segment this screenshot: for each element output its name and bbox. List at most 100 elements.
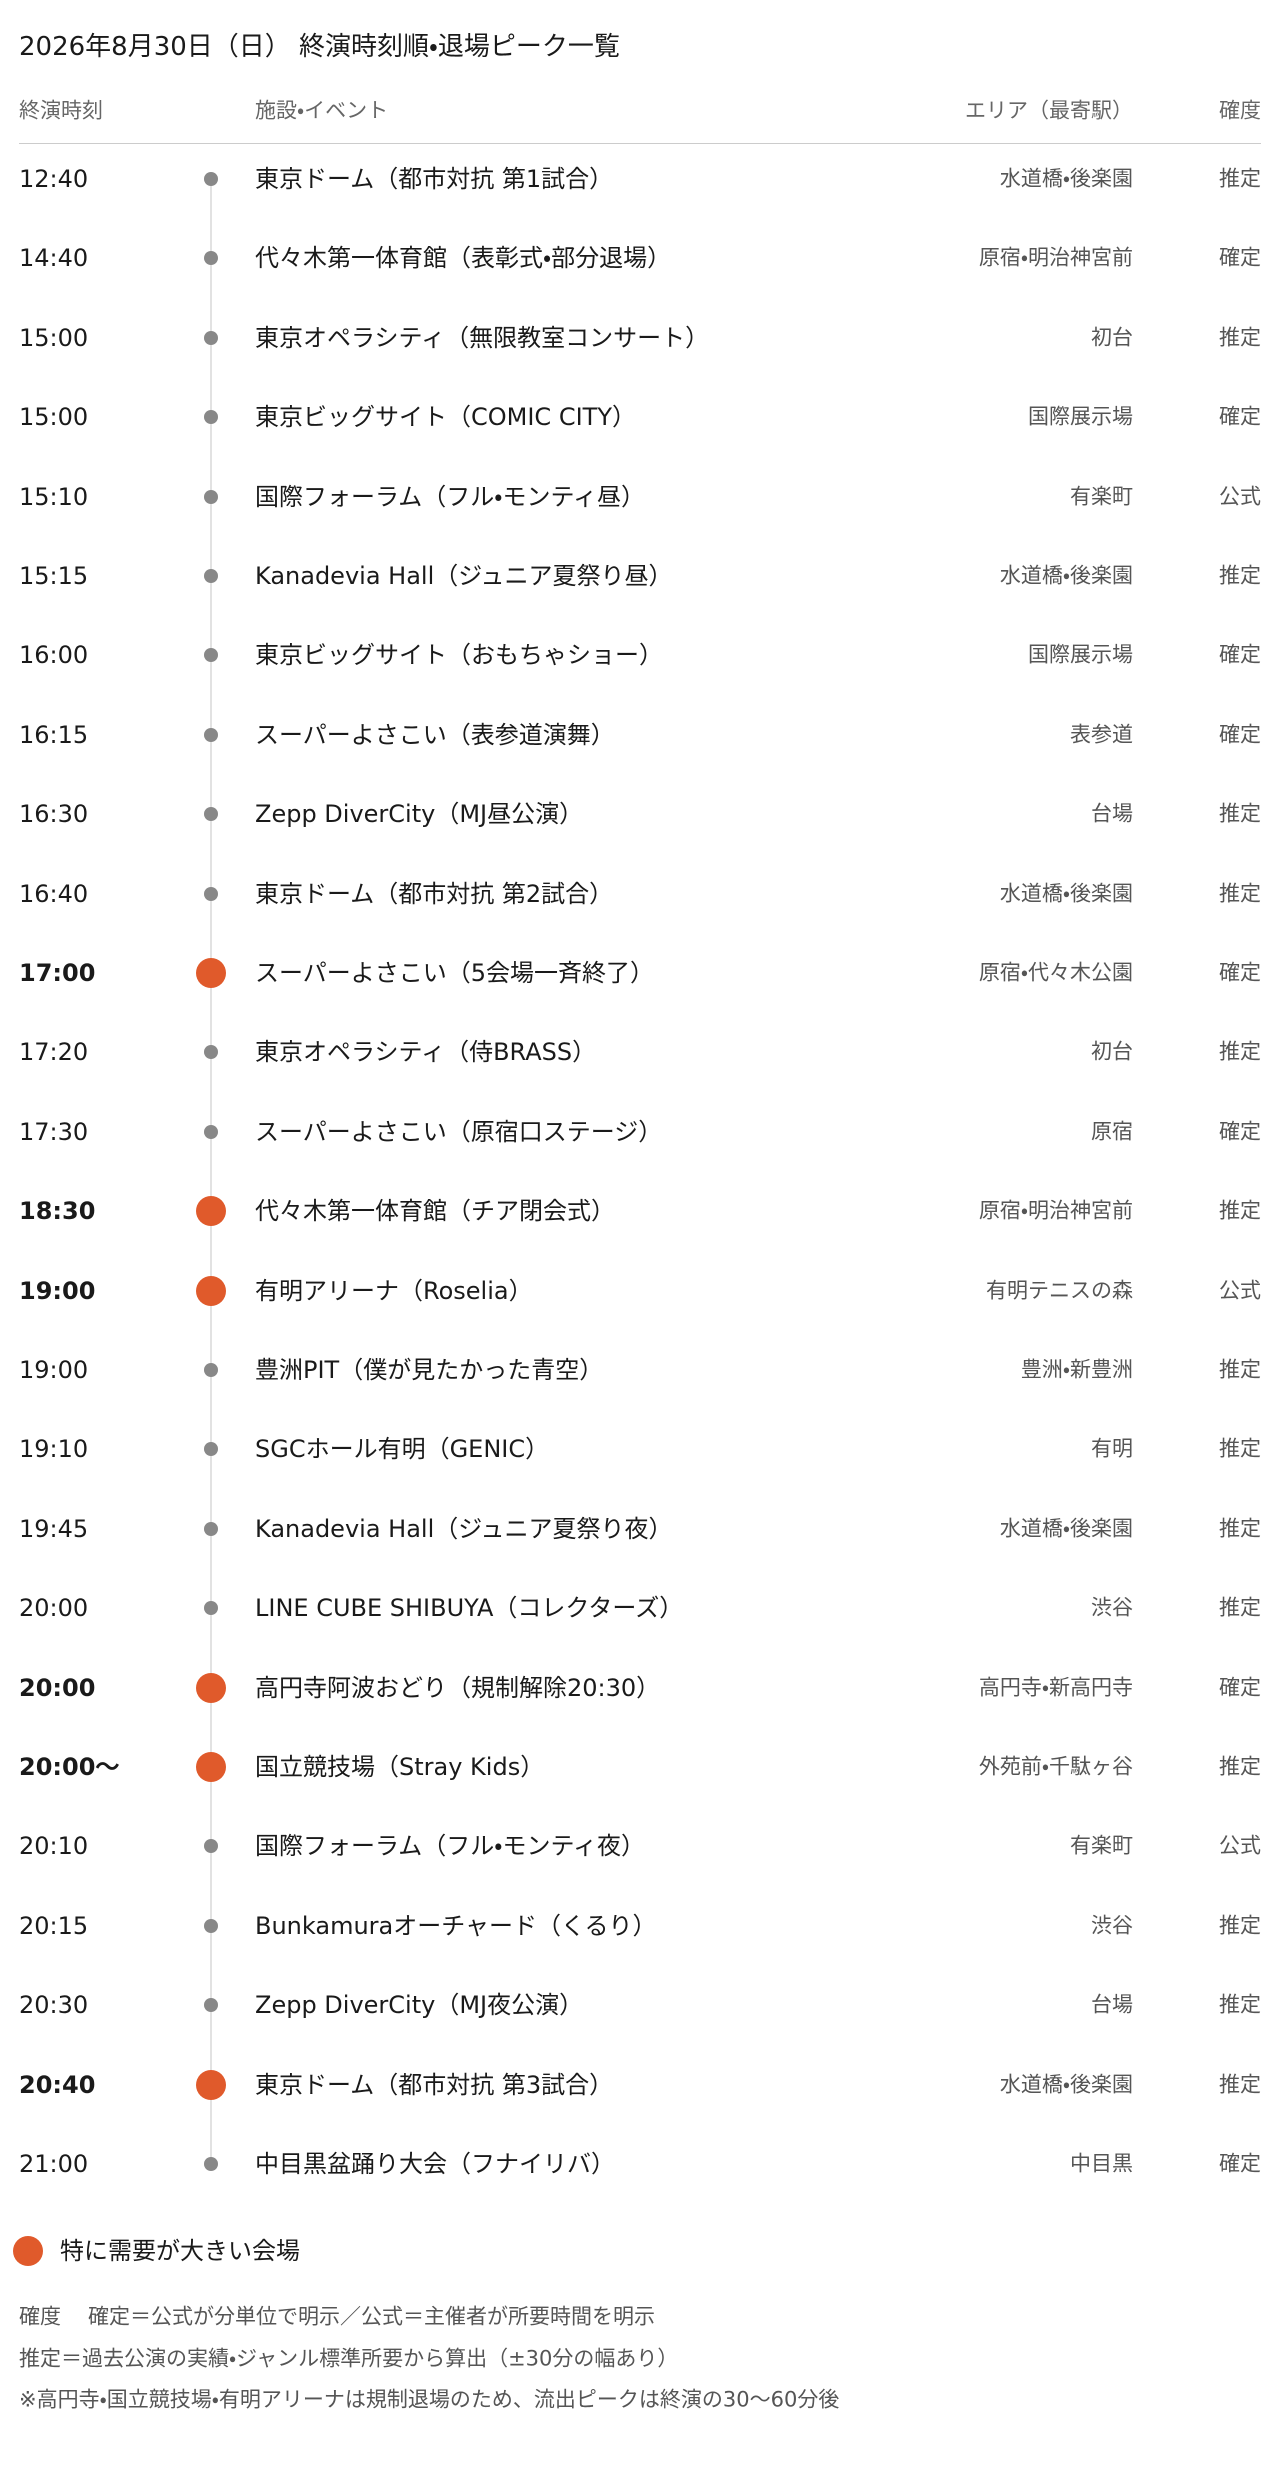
event: 有明アリーナ（Roselia） (255, 1276, 533, 1305)
notes-label: 確度 (19, 2304, 61, 2329)
event: スーパーよさこい（5会場一斉終了） (255, 959, 655, 987)
legend-label: 特に需要が大きい会場 (60, 2237, 300, 2265)
col-header: 確度 (1219, 98, 1261, 123)
time: 20:40 (19, 2070, 96, 2099)
area: 高円寺・新高円寺 (978, 1675, 1133, 1700)
area: 国際展示場 (1028, 642, 1133, 667)
time: 17:30 (19, 1117, 89, 1146)
certainty: 推定 (1219, 801, 1261, 826)
area: 水道橋・後楽園 (999, 166, 1133, 191)
major-dot (196, 1275, 226, 1306)
event: Kanadevia Hall（ジュニア夏祭り夜） (255, 1514, 673, 1543)
certainty: 推定 (1219, 1754, 1261, 1779)
title: 2026年8月30日（日） 終演時刻順・退場ピーク一覧 (19, 32, 620, 62)
certainty: 公式 (1219, 1833, 1261, 1858)
time: 17:00 (19, 959, 96, 987)
note: 確定＝公式が分単位で明示／公式＝主催者が所要時間を明示 (88, 2304, 655, 2329)
event: 東京ドーム（都市対抗 第1試合） (255, 165, 614, 193)
time: 16:40 (19, 879, 89, 908)
time: 19:00 (19, 1276, 96, 1305)
event: 東京オペラシティ（無限教室コンサート） (255, 323, 710, 352)
area: 台場 (1091, 801, 1133, 826)
event: 高円寺阿波おどり（規制解除20:30） (255, 1673, 661, 1702)
area: 有明 (1091, 1436, 1133, 1461)
time: 16:30 (19, 800, 89, 829)
area: 有明テニスの森 (986, 1278, 1133, 1303)
certainty: 確定 (1219, 960, 1261, 985)
time: 15:10 (19, 482, 89, 511)
event: 国立競技場（Stray Kids） (255, 1753, 545, 1781)
event: 代々木第一体育館（表彰式・部分退場） (255, 244, 672, 273)
certainty: 推定 (1219, 563, 1261, 588)
time: 15:15 (19, 562, 89, 590)
certainty: 確定 (1219, 722, 1261, 747)
time: 20:10 (19, 1832, 89, 1861)
event: 東京ドーム（都市対抗 第3試合） (255, 2070, 614, 2099)
area: 渋谷 (1091, 1913, 1133, 1938)
certainty: 推定 (1219, 1595, 1261, 1620)
time: 16:15 (19, 720, 89, 749)
event: Kanadevia Hall（ジュニア夏祭り昼） (255, 562, 673, 590)
certainty: 推定 (1219, 166, 1261, 191)
certainty: 公式 (1219, 1278, 1261, 1303)
area: 中目黒 (1070, 2151, 1133, 2176)
certainty: 確定 (1219, 1675, 1261, 1700)
time: 16:00 (19, 641, 89, 670)
event: 国際フォーラム（フル・モンティ昼） (255, 482, 645, 511)
time: 19:10 (19, 1435, 89, 1464)
dot (204, 251, 218, 266)
certainty: 推定 (1219, 2072, 1261, 2097)
area: 表参道 (1070, 722, 1133, 747)
major-dot (196, 2069, 226, 2100)
time: 20:00〜 (19, 1753, 120, 1781)
area: 水道橋・後楽園 (999, 563, 1133, 588)
major-dot (196, 1672, 226, 1703)
area: 初台 (1091, 1039, 1133, 1064)
dot (204, 886, 218, 901)
note: 推定＝過去公演の実績・ジャンル標準所要から算出（±30分の幅あり） (19, 2346, 679, 2370)
certainty: 推定 (1219, 325, 1261, 350)
area: 台場 (1091, 1992, 1133, 2017)
certainty: 確定 (1219, 245, 1261, 270)
certainty: 推定 (1219, 1436, 1261, 1461)
area: 外苑前・千駄ヶ谷 (978, 1754, 1133, 1779)
area: 有楽町 (1070, 1833, 1133, 1858)
dot (204, 1839, 218, 1854)
dot (204, 1998, 218, 2013)
time: 20:00 (19, 1673, 96, 1702)
area: 原宿・明治神宮前 (978, 1198, 1133, 1223)
time: 12:40 (19, 165, 89, 193)
dot (204, 1521, 218, 1536)
event: 東京ビッグサイト（おもちゃショー） (255, 641, 663, 670)
dot (204, 569, 218, 583)
certainty: 推定 (1219, 1357, 1261, 1382)
area: 国際展示場 (1028, 404, 1133, 429)
certainty: 確定 (1219, 2151, 1261, 2176)
time: 20:15 (19, 1911, 89, 1940)
event: SGCホール有明（GENIC） (255, 1435, 550, 1464)
certainty: 推定 (1219, 1992, 1261, 2017)
event: 東京ビッグサイト（COMIC CITY） (255, 403, 636, 432)
time: 19:00 (19, 1356, 89, 1384)
dot (204, 1918, 218, 1933)
area: 原宿・代々木公園 (978, 960, 1133, 985)
dot (204, 1363, 218, 1377)
timeline (210, 179, 212, 2164)
dot (204, 410, 218, 425)
dot (204, 330, 218, 345)
time: 20:00 (19, 1594, 89, 1623)
area: 水道橋・後楽園 (999, 1516, 1133, 1541)
event: 中目黒盆踊り大会（フナイリバ） (255, 2150, 615, 2178)
event: 豊洲PIT（僕が見たかった青空） (255, 1356, 604, 1384)
certainty: 推定 (1219, 1039, 1261, 1064)
major-dot (196, 1196, 226, 1227)
event: 東京オペラシティ（侍BRASS） (255, 1038, 597, 1067)
area: 原宿 (1091, 1119, 1133, 1144)
certainty: 推定 (1219, 1913, 1261, 1938)
time: 21:00 (19, 2150, 89, 2178)
time: 19:45 (19, 1514, 89, 1543)
dot (204, 489, 218, 504)
note: ※高円寺・国立競技場・有明アリーナは規制退場のため、流出ピークは終演の30〜60… (19, 2387, 840, 2412)
certainty: 確定 (1219, 642, 1261, 667)
